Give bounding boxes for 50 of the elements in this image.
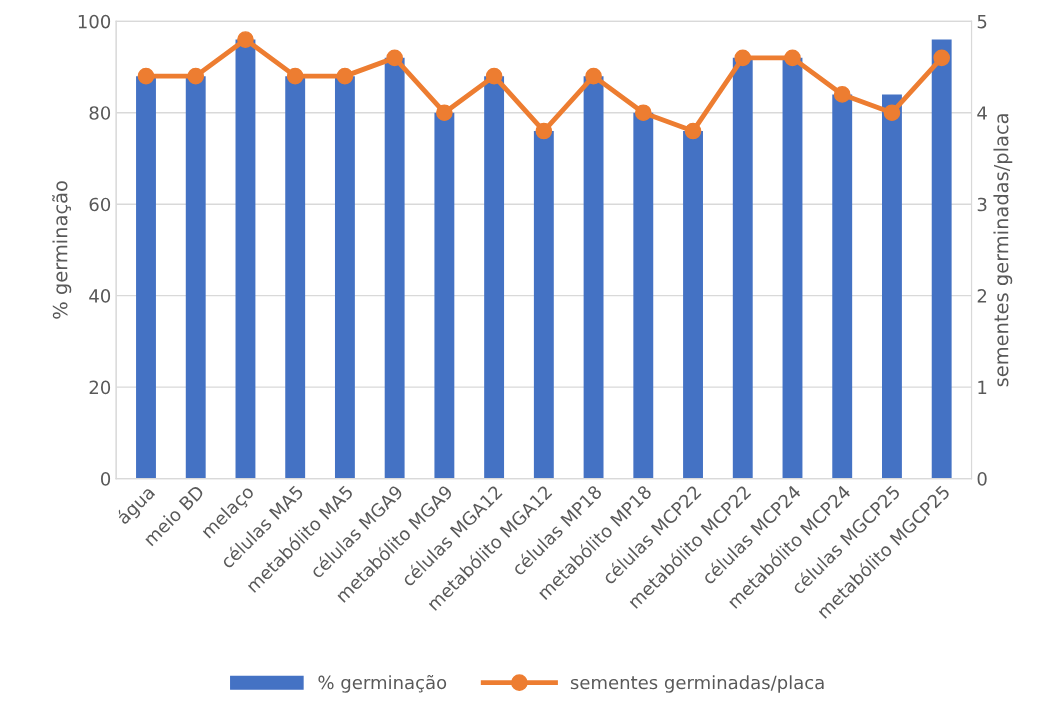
point bbox=[137, 67, 155, 85]
bar bbox=[285, 76, 306, 479]
bar bbox=[334, 76, 355, 479]
point bbox=[485, 67, 503, 85]
bar bbox=[136, 76, 156, 479]
point bbox=[833, 86, 851, 103]
bar bbox=[235, 39, 256, 479]
bar bbox=[384, 57, 405, 479]
y2-tick-label: 4 bbox=[977, 106, 987, 120]
y2-tick-label: 2 bbox=[977, 289, 987, 303]
point bbox=[386, 49, 403, 67]
y-tick-label: 0 bbox=[101, 472, 111, 486]
bar bbox=[583, 76, 604, 479]
bar bbox=[185, 76, 206, 479]
point bbox=[933, 49, 951, 67]
bar bbox=[633, 112, 654, 479]
legend-label: sementes germinadas/placa bbox=[570, 675, 824, 693]
point bbox=[535, 122, 553, 140]
y2-tick-label: 0 bbox=[977, 472, 987, 486]
point bbox=[286, 67, 304, 85]
bar bbox=[533, 131, 554, 479]
y2-axis-title: sementes germinadas/placa bbox=[993, 114, 1013, 387]
y-tick-label: 40 bbox=[89, 289, 111, 303]
bar bbox=[782, 57, 803, 479]
y-tick-label: 100 bbox=[78, 14, 111, 29]
point bbox=[585, 67, 602, 85]
point bbox=[684, 122, 702, 140]
point bbox=[883, 104, 901, 122]
point bbox=[784, 49, 801, 67]
point bbox=[436, 104, 453, 122]
legend-label: % germinação bbox=[318, 674, 447, 693]
bar bbox=[832, 94, 853, 479]
y2-tick-label: 3 bbox=[977, 197, 987, 212]
y-tick-label: 60 bbox=[89, 197, 111, 212]
point bbox=[336, 67, 354, 85]
point bbox=[734, 49, 752, 67]
y2-tick-label: 1 bbox=[978, 380, 987, 394]
bar bbox=[732, 57, 753, 479]
point bbox=[634, 104, 652, 122]
bar bbox=[683, 131, 703, 479]
point bbox=[187, 67, 205, 85]
y-tick-label: 80 bbox=[89, 106, 111, 120]
point bbox=[237, 31, 254, 48]
y-tick-label: 20 bbox=[89, 380, 111, 395]
bar bbox=[434, 112, 455, 479]
y-axis-title: % germinação bbox=[52, 181, 72, 319]
bar bbox=[484, 76, 505, 479]
bar bbox=[882, 94, 902, 479]
y2-tick-label: 5 bbox=[977, 14, 987, 29]
bar bbox=[931, 39, 952, 479]
